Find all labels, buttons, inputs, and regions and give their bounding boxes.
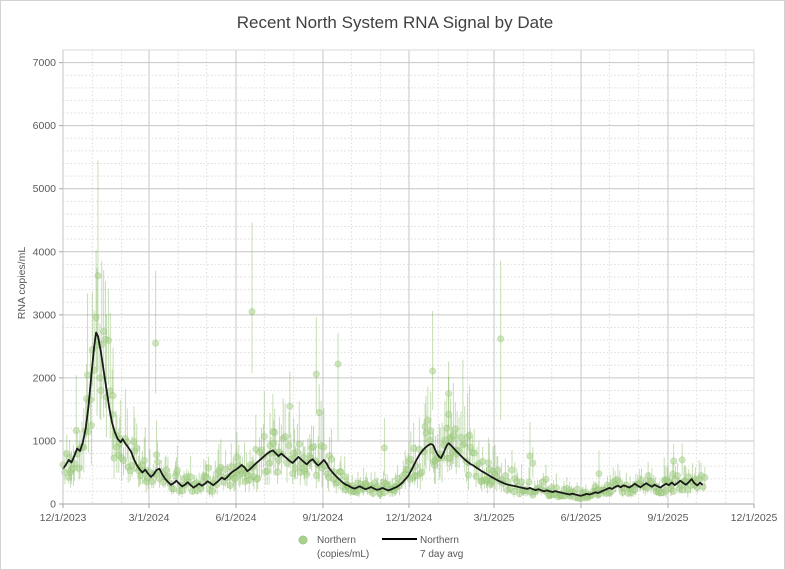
x-tick-label: 12/1/2023 xyxy=(40,512,87,524)
seven-day-avg-line xyxy=(62,331,703,497)
y-tick-label: 6000 xyxy=(33,120,57,132)
y-axis-title: RNA copies/mL xyxy=(16,247,28,320)
legend-scatter-label-line2: (copies/mL) xyxy=(317,549,369,560)
legend-scatter-label-line1: Northern xyxy=(317,535,356,546)
y-tick-label: 1000 xyxy=(33,435,57,447)
tick-labels: 0 1000 2000 3000 4000 5000 6000 7000 12/1/2023 3/… xyxy=(33,57,778,524)
y-tick-label: 3000 xyxy=(33,309,57,321)
y-tick-label: 0 xyxy=(50,499,56,511)
x-tick-label: 3/1/2025 xyxy=(474,512,515,524)
y-tick-label: 4000 xyxy=(33,246,57,258)
y-tick-label: 5000 xyxy=(33,183,57,195)
x-tick-label: 3/1/2024 xyxy=(129,512,170,524)
x-tick-label: 9/1/2024 xyxy=(303,512,344,524)
major-gridlines xyxy=(63,50,755,504)
axes xyxy=(59,50,755,508)
x-tick-label: 9/1/2025 xyxy=(648,512,689,524)
x-tick-label: 12/1/2024 xyxy=(386,512,433,524)
legend-line-label-line1: Northern xyxy=(420,535,459,546)
y-tick-label: 2000 xyxy=(33,372,57,384)
x-tick-label: 12/1/2025 xyxy=(731,512,778,524)
chart-title: Recent North System RNA Signal by Date xyxy=(237,13,554,32)
legend-line-label-line2: 7 day avg xyxy=(420,549,463,560)
legend: Northern (copies/mL) Northern 7 day avg xyxy=(298,535,463,560)
x-tick-label: 6/1/2025 xyxy=(561,512,602,524)
y-tick-label: 7000 xyxy=(33,57,57,69)
x-tick-label: 6/1/2024 xyxy=(216,512,257,524)
legend-scatter-marker-icon xyxy=(298,535,308,545)
